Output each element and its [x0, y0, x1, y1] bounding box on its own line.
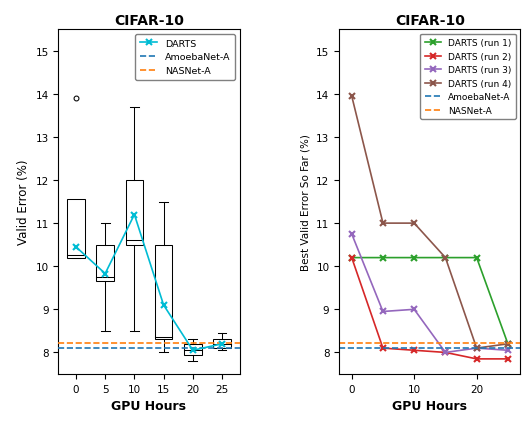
Line: DARTS (run 3): DARTS (run 3): [348, 231, 511, 356]
AmoebaNet-A: [73, 346, 79, 351]
DARTS: [190, 348, 196, 353]
DARTS (run 2): [411, 348, 417, 353]
Bar: [213, 340, 231, 348]
DARTS (run 2): [348, 255, 355, 261]
DARTS (run 4): [474, 346, 480, 351]
AmoebaNet-A: [79, 346, 85, 351]
DARTS (run 4): [504, 341, 511, 347]
DARTS (run 2): [504, 356, 511, 362]
Title: CIFAR-10: CIFAR-10: [395, 14, 465, 28]
Legend: DARTS, AmoebaNet-A, NASNet-A: DARTS, AmoebaNet-A, NASNet-A: [135, 35, 235, 80]
Y-axis label: Valid Error (%): Valid Error (%): [17, 160, 30, 245]
DARTS (run 4): [442, 255, 449, 261]
Line: DARTS (run 4): DARTS (run 4): [348, 93, 511, 352]
Line: DARTS: DARTS: [72, 212, 226, 354]
DARTS (run 4): [411, 221, 417, 226]
DARTS (run 4): [380, 221, 386, 226]
NASNet-A: [355, 341, 361, 346]
DARTS (run 3): [442, 350, 449, 355]
Y-axis label: Best Valid Error So Far (%): Best Valid Error So Far (%): [301, 134, 311, 270]
DARTS (run 1): [504, 341, 511, 347]
DARTS (run 3): [348, 232, 355, 237]
DARTS (run 2): [380, 346, 386, 351]
Bar: [67, 200, 85, 258]
DARTS: [160, 303, 167, 308]
DARTS (run 1): [474, 255, 480, 261]
DARTS (run 1): [411, 255, 417, 261]
Bar: [126, 181, 143, 245]
NASNet-A: [348, 341, 355, 346]
Bar: [184, 344, 202, 355]
AmoebaNet-A: [355, 346, 361, 351]
DARTS (run 4): [348, 94, 355, 99]
Legend: DARTS (run 1), DARTS (run 2), DARTS (run 3), DARTS (run 4), AmoebaNet-A, NASNet-: DARTS (run 1), DARTS (run 2), DARTS (run…: [420, 34, 516, 120]
X-axis label: GPU Hours: GPU Hours: [112, 399, 186, 412]
DARTS (run 3): [411, 307, 417, 312]
DARTS (run 2): [442, 350, 449, 355]
NASNet-A: [79, 341, 85, 346]
Line: DARTS (run 2): DARTS (run 2): [348, 255, 511, 362]
AmoebaNet-A: [348, 346, 355, 351]
DARTS (run 2): [474, 356, 480, 362]
DARTS (run 1): [380, 255, 386, 261]
DARTS: [219, 341, 225, 347]
DARTS: [102, 271, 108, 276]
DARTS (run 3): [380, 309, 386, 314]
Line: DARTS (run 1): DARTS (run 1): [348, 255, 511, 347]
DARTS (run 3): [504, 348, 511, 353]
Bar: [155, 245, 173, 340]
X-axis label: GPU Hours: GPU Hours: [392, 399, 467, 412]
DARTS (run 3): [474, 346, 480, 351]
Title: CIFAR-10: CIFAR-10: [114, 14, 184, 28]
DARTS: [131, 212, 138, 218]
DARTS (run 1): [348, 255, 355, 261]
NASNet-A: [73, 341, 79, 346]
DARTS (run 1): [442, 255, 449, 261]
Bar: [97, 245, 114, 282]
DARTS: [73, 245, 79, 250]
